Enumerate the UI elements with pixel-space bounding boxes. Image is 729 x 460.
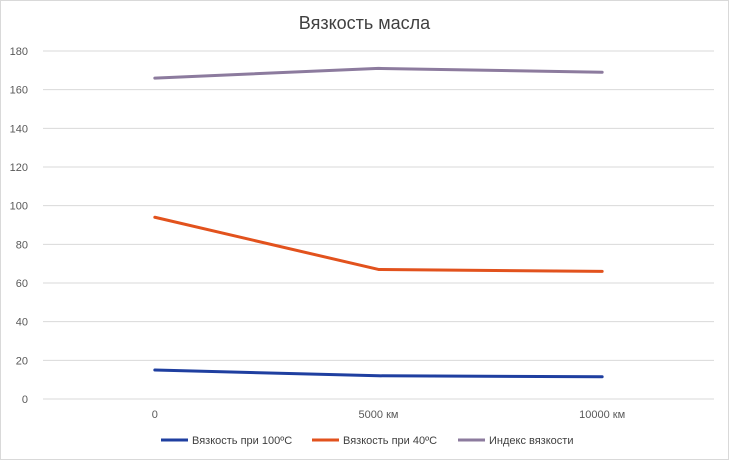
y-tick-label: 60	[16, 278, 28, 290]
series-line-1	[153, 368, 604, 379]
legend-label: Вязкость при 40ºС	[343, 435, 437, 447]
y-tick-label: 0	[22, 394, 28, 406]
chart-title: Вязкость масла	[298, 13, 431, 33]
legend-label: Индекс вязкости	[489, 435, 573, 447]
x-tick-label: 10000 км	[579, 409, 625, 421]
series-line-2	[153, 215, 604, 273]
series-line-3	[153, 66, 604, 80]
y-tick-label: 40	[16, 317, 28, 329]
y-tick-label: 120	[10, 162, 28, 174]
legend-label: Вязкость при 100ºС	[192, 435, 292, 447]
y-tick-label: 100	[10, 201, 28, 213]
y-tick-label: 20	[16, 355, 28, 367]
x-tick-label: 5000 км	[359, 409, 399, 421]
y-tick-label: 180	[10, 46, 28, 58]
y-tick-label: 140	[10, 123, 28, 135]
y-tick-label: 80	[16, 239, 28, 251]
x-tick-label: 0	[152, 409, 158, 421]
y-tick-label: 160	[10, 85, 28, 97]
